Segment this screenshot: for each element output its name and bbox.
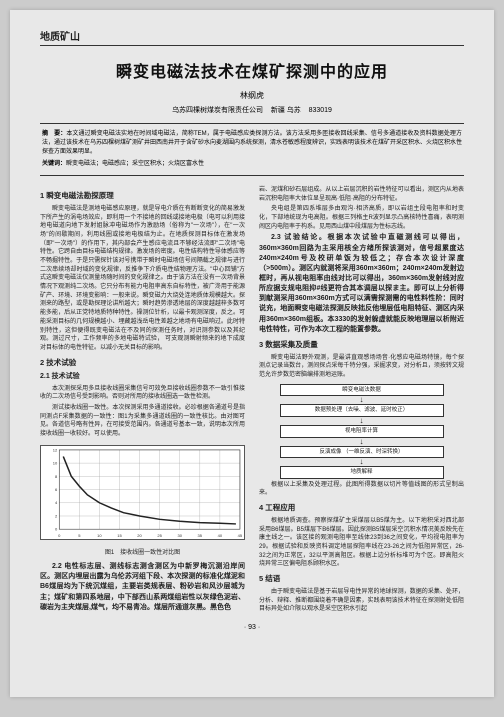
svg-text:5: 5	[78, 533, 81, 538]
keywords-text: 瞬变电磁法；电磁感应；采空区积水；火烧区富水性	[66, 161, 204, 167]
col2-p2b: 2.3 试验结论。根据本次试验中直磁测线可以得出，360m×360m回路为主采用…	[259, 233, 464, 334]
flowchart: 瞬变电磁法数据↓数据预处理（去噪、滤波、延时校正）↓视电阻率计算↓反演成像 （一…	[259, 384, 464, 479]
h2-2: 2.2 电性标志层、测线标志测含测区为中新罗梅沉测沿岸间区。测区内埋层出露为乌伦…	[40, 563, 245, 611]
author-row: 林纲虎	[40, 90, 464, 101]
arrow-down-icon: ↓	[259, 438, 464, 446]
abstract-text: 本文通过瞬变电磁法实地在时间域电磁法，简称TEM，属于电磁感应类探测方法。该方法…	[42, 131, 462, 155]
svg-text:25: 25	[157, 533, 162, 538]
abstract-box: 摘 要：本文通过瞬变电磁法实地在时间域电磁法，简称TEM，属于电磁感应类探测方法…	[40, 123, 464, 176]
svg-text:8: 8	[55, 474, 58, 479]
svg-text:0: 0	[58, 533, 61, 538]
abstract-label: 摘 要：	[42, 131, 66, 137]
affiliation-row: 乌苏四棵树煤炭有限责任公司 新疆 乌苏 833019	[40, 105, 464, 115]
flow-node: 视电阻率计算	[280, 425, 444, 438]
svg-text:45: 45	[238, 533, 243, 538]
h2-1: 2.1 技术试验	[40, 372, 245, 382]
svg-text:4: 4	[55, 500, 58, 505]
col2-p3: 瞬变电磁法野外观测，是最讲直观感场场音·化感应电磁场特镜，每个探测点记录当数台，…	[259, 354, 464, 380]
arrow-down-icon: ↓	[259, 458, 464, 466]
svg-text:10: 10	[97, 533, 102, 538]
chart-caption: 图1 接收线圈一致性对比图	[40, 549, 245, 558]
page-number: · 93 ·	[40, 624, 464, 631]
affiliation-org: 乌苏四棵树煤炭有限责任公司	[172, 107, 263, 114]
flow-node: 地质解释	[280, 466, 444, 479]
h3: 3 数据采集及质量	[259, 340, 464, 351]
col1-p2: 本次测探采用多旦接收线圈采集信号可效免旦接收线圈参数不一致引惟接收的二次场信号受…	[40, 385, 245, 402]
h2-3: 2.3 试验结论。根据本次试验中直磁测线可以得出，360m×360m回路为主采用…	[259, 234, 464, 332]
svg-text:15: 15	[117, 533, 122, 538]
page: 地质矿山 瞬变电磁法技术在煤矿探测中的应用 林纲虎 乌苏四棵树煤炭有限责任公司 …	[10, 10, 494, 697]
col2-p4: 根据以上采集及处理过程。此图所得数据以切片等值线图的形式呈制出来。	[259, 481, 464, 498]
line-chart: 0 5 10 15 20 25 30 35 40 45 0 2 4 6 8 10 12	[40, 445, 245, 540]
svg-text:0: 0	[55, 526, 58, 531]
svg-text:12: 12	[53, 447, 58, 452]
abstract-line: 摘 要：本文通过瞬变电磁法实地在时间域电磁法，简称TEM，属于电磁感应类探测方法…	[42, 130, 462, 157]
h1: 1 瞬变电磁法勘探原理	[40, 191, 245, 202]
h2: 2 技术试验	[40, 358, 245, 369]
h5: 5 结语	[259, 574, 464, 585]
columns: 1 瞬变电磁法勘探原理 瞬变电磁法是测地电磁感应原理，就是导电介质在有断断变化的…	[40, 186, 464, 616]
affiliation-location: 新疆 乌苏	[271, 107, 301, 114]
svg-text:6: 6	[55, 487, 58, 492]
col1-p4: 2.2 电性标志层、测线标志测含测区为中新罗梅沉测沿岸间区。测区内埋层出露为乌伦…	[40, 562, 245, 613]
column-right: 岩、泥煤和砂石层组成。从以上岩层沉积的岩性特征可以看出，测区内从地表岩沉积电阻率…	[259, 186, 464, 616]
keywords-label: 关键词：	[42, 161, 66, 167]
column-left: 1 瞬变电磁法勘探原理 瞬变电磁法是测地电磁感应原理，就是导电介质在有断断变化的…	[40, 186, 245, 616]
col2-p6: 由于瞬变电磁法是基于岩层导电性异常的地球探测，数据的采集、处环，分析、辩释、推断…	[259, 588, 464, 614]
col1-p1: 瞬变电磁法是测地电磁感应原理，就是导电介质在有断断变化的简易激发下所产生的涡电场…	[40, 205, 245, 353]
svg-text:40: 40	[218, 533, 223, 538]
col2-p2: 央电组是第四系堆层多由观沟·相济高质，即以岩组主段电阻率和时变化，下部地统现为电…	[259, 205, 464, 231]
arrow-down-icon: ↓	[259, 396, 464, 404]
paper-title: 瞬变电磁法技术在煤矿探测中的应用	[116, 64, 388, 81]
arrow-down-icon: ↓	[259, 417, 464, 425]
col2-p1: 岩、泥煤和砂石层组成。从以上岩层沉积的岩性特征可以看出，测区内从地表岩沉积电阻率…	[259, 186, 464, 203]
svg-text:10: 10	[53, 460, 58, 465]
h4: 4 工程应用	[259, 503, 464, 514]
title-row: 瞬变电磁法技术在煤矿探测中的应用	[40, 58, 464, 82]
svg-text:30: 30	[177, 533, 182, 538]
affiliation-postcode: 833019	[309, 107, 332, 114]
keywords-line: 关键词：瞬变电磁法；电磁感应；采空区积水；火烧区富水性	[42, 160, 462, 169]
category-label: 地质矿山	[40, 32, 80, 43]
col1-p3: 测试接收线圈一致性。本次探测采用多通道接收。必珍根据各通道号是指同测点F采集数据…	[40, 404, 245, 439]
svg-text:2: 2	[55, 513, 57, 518]
svg-text:35: 35	[198, 533, 203, 538]
svg-text:20: 20	[137, 533, 142, 538]
col2-p5: 根据地质调查。预察探煤矿主采煤层以B5煤为主。以下地积采对西北部采用B6煤层。B…	[259, 517, 464, 569]
header-bar: 地质矿山	[40, 28, 464, 46]
